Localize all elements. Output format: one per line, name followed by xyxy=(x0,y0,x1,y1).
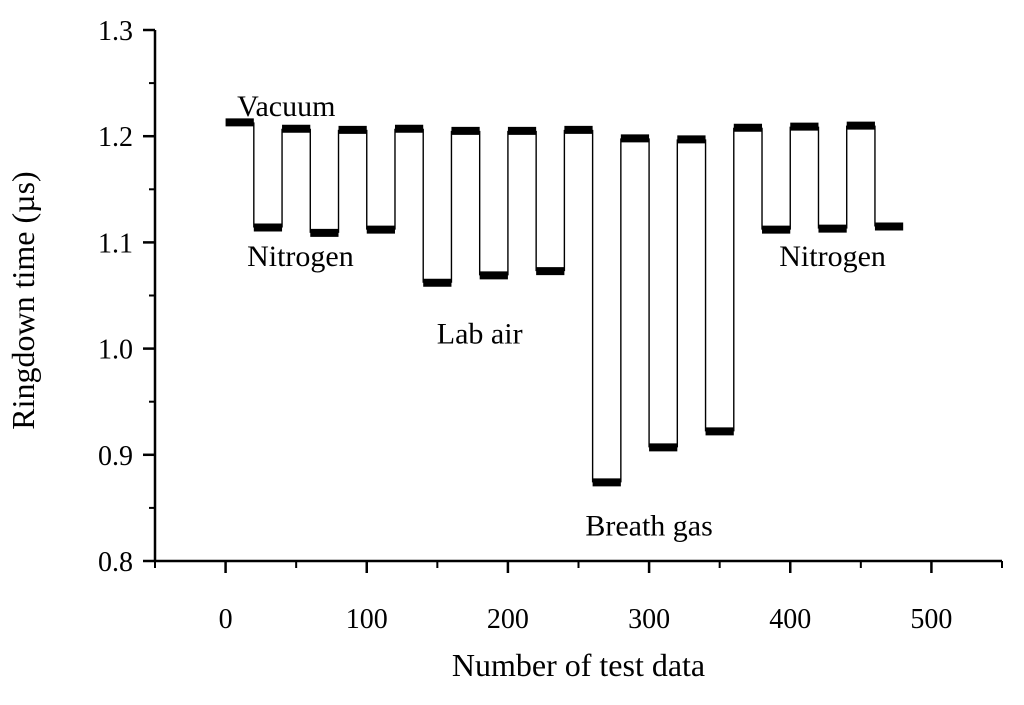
gas-annotation: Breath gas xyxy=(585,510,712,543)
y-tick-label: 1.3 xyxy=(98,16,133,47)
y-ticks: 0.8 0.9 1.0 1.1 1.2 1.3 xyxy=(98,16,155,578)
y-axis-title: Ringdown time (µs) xyxy=(5,171,41,429)
axes: 0.8 0.9 1.0 1.1 1.2 1.3 0 100 200 300 400 500 xyxy=(98,16,1003,635)
y-tick-label: 1.0 xyxy=(98,335,133,366)
gas-annotation: Nitrogen xyxy=(779,240,886,273)
x-tick-label: 200 xyxy=(487,604,529,635)
y-tick-label: 1.1 xyxy=(98,228,133,259)
x-ticks: 0 100 200 300 400 500 xyxy=(154,561,1003,635)
x-axis-title: Number of test data xyxy=(452,647,705,683)
x-tick-label: 400 xyxy=(769,604,811,635)
x-tick-label: 0 xyxy=(219,604,233,635)
gas-annotation: Lab air xyxy=(437,317,523,350)
y-tick-label: 0.8 xyxy=(98,547,133,578)
gas-annotation: Vacuum xyxy=(237,90,335,123)
y-tick-label: 1.2 xyxy=(98,122,133,153)
x-tick-label: 100 xyxy=(346,604,388,635)
annotations: Vacuum Nitrogen Lab air Breath gas Nitrogen xyxy=(237,90,886,542)
plot-series xyxy=(225,118,904,487)
x-tick-label: 500 xyxy=(910,604,952,635)
x-tick-label: 300 xyxy=(628,604,670,635)
y-tick-label: 0.9 xyxy=(98,441,133,472)
gas-annotation: Nitrogen xyxy=(247,240,354,273)
